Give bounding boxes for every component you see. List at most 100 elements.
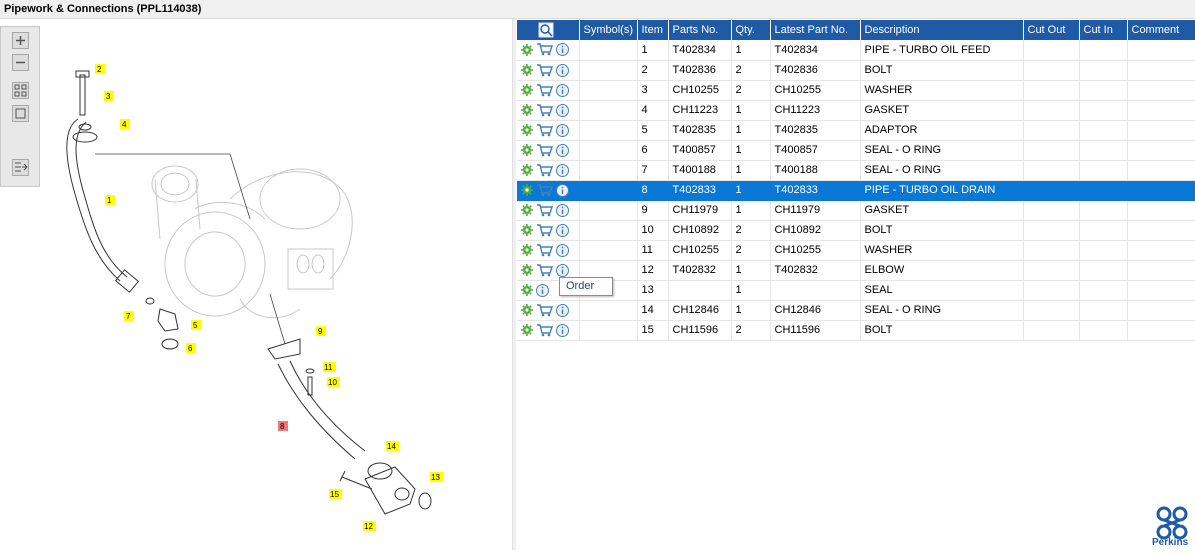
cart-icon[interactable] <box>536 303 553 317</box>
table-row[interactable]: 4 CH11223 1 CH11223 GASKET <box>517 100 1195 121</box>
row-actions[interactable] <box>517 40 580 61</box>
column-header-symbols[interactable]: Symbol(s) <box>579 20 638 40</box>
callout-11[interactable] <box>323 362 336 372</box>
cart-icon[interactable] <box>536 103 553 117</box>
cart-icon[interactable] <box>536 163 553 177</box>
table-row[interactable]: 7 T400188 1 T400188 SEAL - O RING <box>517 160 1195 181</box>
table-row[interactable]: 12 T402832 1 T402832 ELBOW <box>517 260 1195 281</box>
row-actions[interactable] <box>517 80 580 101</box>
callout-14[interactable] <box>386 441 399 451</box>
gear-icon[interactable] <box>521 124 533 136</box>
column-header-actions[interactable] <box>517 20 580 40</box>
table-row[interactable]: 10 CH10892 2 CH10892 BOLT <box>517 220 1195 241</box>
table-row[interactable]: 11 CH10255 2 CH10255 WASHER <box>517 240 1195 261</box>
callout-3[interactable] <box>104 91 114 101</box>
info-icon[interactable] <box>556 183 569 197</box>
gear-icon[interactable] <box>521 104 533 116</box>
column-header-cut-out[interactable]: Cut Out <box>1023 20 1080 40</box>
callout-8[interactable] <box>278 421 288 431</box>
gear-icon[interactable] <box>521 43 533 56</box>
gear-icon[interactable] <box>521 324 533 336</box>
cart-icon[interactable] <box>536 263 553 277</box>
cart-icon[interactable] <box>536 203 553 217</box>
info-icon[interactable] <box>556 163 569 177</box>
column-header-qty[interactable]: Qty. <box>731 20 771 40</box>
gear-icon[interactable] <box>521 264 533 276</box>
column-header-comment[interactable]: Comment <box>1127 20 1195 40</box>
cart-icon[interactable] <box>536 323 553 337</box>
column-header-latest-part-no[interactable]: Latest Part No. <box>770 20 861 40</box>
callout-12[interactable] <box>363 521 376 531</box>
callout-5[interactable] <box>191 320 201 330</box>
cart-icon[interactable] <box>536 243 553 257</box>
callout-6[interactable] <box>186 343 196 353</box>
table-row[interactable]: 8 T402833 1 T402833 PIPE - TURBO OIL DRAIN <box>517 180 1195 201</box>
gear-icon[interactable] <box>521 144 533 156</box>
row-actions[interactable] <box>517 320 580 341</box>
info-icon[interactable] <box>556 103 569 117</box>
info-icon[interactable] <box>556 143 569 157</box>
column-header-item[interactable]: Item <box>637 20 669 40</box>
cart-icon[interactable] <box>536 223 553 237</box>
export-list-button[interactable] <box>12 159 29 176</box>
gear-icon[interactable] <box>521 164 533 176</box>
column-header-parts-no[interactable]: Parts No. <box>668 20 732 40</box>
table-row[interactable]: 2 T402836 2 T402836 BOLT <box>517 60 1195 81</box>
turbo-exploded-diagram[interactable]: 1 2 3 4 5 6 7 8 9 10 11 12 13 1 <box>0 19 512 550</box>
gear-icon[interactable] <box>521 84 533 96</box>
callout-4[interactable] <box>120 119 130 129</box>
row-actions[interactable] <box>517 100 580 121</box>
table-row[interactable]: 9 CH11979 1 CH11979 GASKET <box>517 200 1195 221</box>
info-icon[interactable] <box>536 283 549 297</box>
info-icon[interactable] <box>556 43 569 57</box>
row-actions[interactable] <box>517 60 580 81</box>
info-icon[interactable] <box>556 323 569 337</box>
info-icon[interactable] <box>556 303 569 317</box>
gear-icon[interactable] <box>521 184 533 196</box>
table-row[interactable]: 5 T402835 1 T402835 ADAPTOR <box>517 120 1195 141</box>
gear-icon[interactable] <box>521 244 533 256</box>
cart-icon[interactable] <box>536 123 553 137</box>
cart-icon[interactable] <box>536 43 553 56</box>
callout-10[interactable] <box>327 377 340 387</box>
callout-13[interactable] <box>430 472 443 482</box>
info-icon[interactable] <box>556 263 569 277</box>
gear-icon[interactable] <box>521 224 533 236</box>
search-parts-icon[interactable] <box>538 22 554 38</box>
table-row[interactable]: 1 T402834 1 T402834 PIPE - TURBO OIL FEED <box>517 40 1195 61</box>
table-row[interactable]: 14 CH12846 1 CH12846 SEAL - O RING <box>517 300 1195 321</box>
row-actions[interactable] <box>517 140 580 161</box>
gear-icon[interactable] <box>521 284 533 296</box>
table-row[interactable]: 13 1 SEAL <box>517 280 1195 301</box>
info-icon[interactable] <box>556 223 569 237</box>
column-header-description[interactable]: Description <box>860 20 1024 40</box>
row-actions[interactable] <box>517 260 580 281</box>
info-icon[interactable] <box>556 203 569 217</box>
gear-icon[interactable] <box>521 304 533 316</box>
table-row[interactable]: 3 CH10255 2 CH10255 WASHER <box>517 80 1195 101</box>
row-actions[interactable] <box>517 220 580 241</box>
info-icon[interactable] <box>556 83 569 97</box>
fit-view-button[interactable] <box>12 82 29 99</box>
gear-icon[interactable] <box>521 204 533 216</box>
table-row[interactable]: 6 T400857 1 T400857 SEAL - O RING <box>517 140 1195 161</box>
cart-icon[interactable] <box>536 83 553 97</box>
callout-9[interactable] <box>316 326 326 336</box>
column-header-cut-in[interactable]: Cut In <box>1079 20 1128 40</box>
row-actions[interactable] <box>517 120 580 141</box>
gear-icon[interactable] <box>521 64 533 76</box>
row-actions[interactable] <box>517 200 580 221</box>
cart-icon[interactable] <box>536 183 553 197</box>
row-actions[interactable] <box>517 240 580 261</box>
zoom-in-button[interactable] <box>12 32 29 49</box>
cart-icon[interactable] <box>536 63 553 77</box>
callout-15[interactable] <box>329 489 342 499</box>
zoom-out-button[interactable] <box>12 54 29 71</box>
panel-splitter[interactable] <box>512 19 516 550</box>
info-icon[interactable] <box>556 123 569 137</box>
callout-7[interactable] <box>124 311 134 321</box>
row-actions[interactable] <box>517 160 580 181</box>
callout-2[interactable] <box>95 64 105 74</box>
callout-1[interactable] <box>105 195 115 205</box>
info-icon[interactable] <box>556 243 569 257</box>
